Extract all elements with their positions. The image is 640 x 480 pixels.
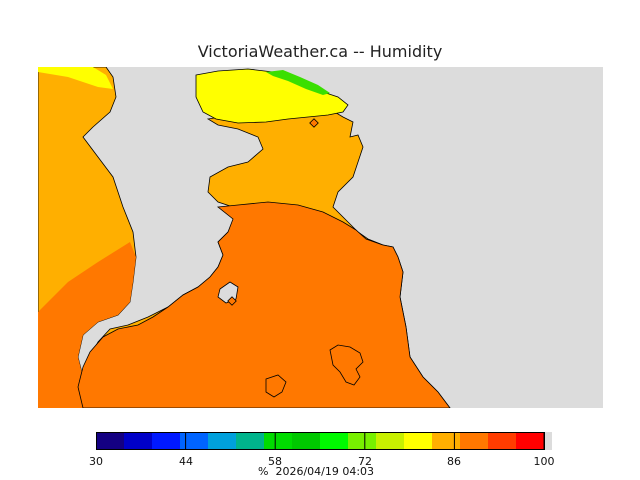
legend-tick-44: 44	[179, 455, 193, 468]
timestamp: 2026/04/19 04:03	[275, 465, 375, 478]
west-dark-orange-zone	[38, 242, 136, 408]
legend-tick-72: 72	[358, 455, 372, 468]
unit-label: %	[258, 465, 269, 478]
legend-caption: % 2026/04/19 04:03	[258, 465, 374, 478]
legend-swatch	[152, 432, 181, 450]
legend-swatch	[96, 432, 125, 450]
legend-swatch	[376, 432, 405, 450]
legend-swatch	[488, 432, 517, 450]
west-yellow-zone	[38, 67, 113, 89]
legend-tick-86: 86	[447, 455, 461, 468]
legend-swatch	[236, 432, 265, 450]
legend-swatch	[264, 432, 293, 450]
legend-tick-58: 58	[268, 455, 282, 468]
humidity-map	[38, 67, 603, 408]
legend-swatch	[544, 432, 552, 450]
legend-swatch	[516, 432, 545, 450]
legend-color-bar	[96, 432, 552, 450]
north-green-zone	[266, 70, 330, 95]
legend-swatch	[124, 432, 153, 450]
legend-tick-100: 100	[533, 455, 555, 468]
legend-swatch	[404, 432, 433, 450]
legend-swatch	[460, 432, 489, 450]
legend-swatch	[348, 432, 377, 450]
legend-tick-30: 30	[89, 455, 103, 468]
legend-swatch	[432, 432, 461, 450]
map-title: VictoriaWeather.ca -- Humidity	[197, 42, 443, 61]
legend-swatch	[180, 432, 209, 450]
south-island-2	[265, 374, 287, 398]
south-island-1	[329, 344, 364, 386]
north-station-marker	[309, 118, 319, 128]
humidity-legend	[96, 432, 552, 450]
legend-swatch	[208, 432, 237, 450]
legend-swatch	[292, 432, 321, 450]
south-station-marker	[227, 296, 237, 306]
legend-swatch	[320, 432, 349, 450]
